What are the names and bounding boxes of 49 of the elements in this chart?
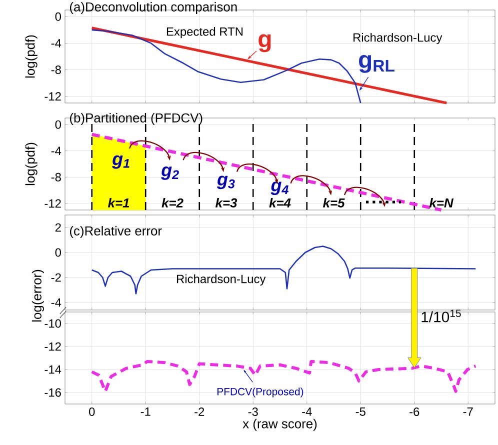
y-tick-label: -4 — [51, 39, 62, 48]
y-axis-title: log(pdf) — [25, 142, 38, 186]
y-tick-label: -16 — [44, 388, 61, 397]
y-tick-label: -10 — [44, 319, 62, 328]
chart-title: (a)Deconvolution comparison — [70, 2, 237, 14]
x-tick-label: -4 — [302, 408, 312, 416]
x-tick-label: -1 — [140, 408, 150, 416]
annotation: PFDCV(Proposed) — [217, 388, 304, 398]
x-tick-label: -7 — [463, 408, 473, 416]
y-tick-label: 0 — [55, 12, 62, 21]
x-tick-label: -2 — [194, 408, 204, 416]
y-tick-label: -8 — [51, 66, 61, 74]
annotation: g$_{1}$ — [112, 155, 130, 169]
annotation: k=5 — [322, 198, 345, 208]
y-tick-label: -12 — [44, 199, 61, 208]
x-tick-label: -5 — [356, 408, 366, 416]
x-tick-label: -6 — [410, 408, 420, 416]
y-tick-label: -12 — [44, 342, 61, 351]
y-tick-label: 2 — [55, 223, 61, 232]
annotation: 1/10$^{15}$ — [422, 310, 461, 322]
y-tick-label: -8 — [51, 172, 61, 182]
annotation: Richardson-Lucy — [177, 274, 266, 286]
line-series — [91, 246, 476, 294]
annotation: k=N — [429, 198, 454, 208]
x-tick-label: -3 — [248, 408, 258, 416]
chart-title: (b)Partitioned (PFDCV) — [70, 112, 202, 126]
annotation: g$_{3}$ — [216, 176, 235, 190]
annotation: k=1 — [108, 198, 130, 208]
y-tick-label: -4 — [51, 146, 62, 155]
annotation: g$_{2}$ — [161, 166, 179, 180]
y-axis-title: log(pdf) — [25, 35, 38, 78]
y-tick-label: -4 — [51, 298, 62, 307]
y-tick-label: -12 — [44, 92, 61, 101]
y-tick-label: 0 — [55, 120, 62, 129]
y-tick-label: -14 — [44, 365, 62, 374]
y-tick-label: -2 — [51, 273, 61, 282]
y-tick-label: 0 — [55, 248, 62, 257]
annotation: g$_{RL}$ — [359, 54, 394, 73]
annotation: g — [258, 34, 271, 52]
annotation: k=4 — [269, 198, 291, 208]
x-axis-title: x (raw score) — [242, 418, 317, 431]
annotation: Richardson-Lucy — [354, 32, 442, 44]
y-axis-title: log(error) — [32, 270, 44, 322]
annotation: k=3 — [215, 198, 238, 208]
x-tick-label: 0 — [89, 408, 95, 416]
annotation: Expected RTN — [166, 27, 243, 38]
text: (c)Relative error — [70, 226, 162, 238]
annotation: k=2 — [162, 198, 184, 208]
annotation: g$_{4}$ — [270, 182, 288, 195]
